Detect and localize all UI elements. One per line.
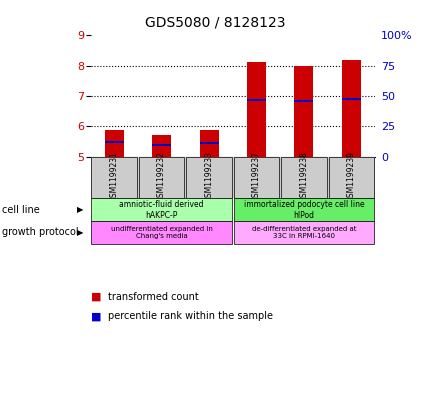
Text: ■: ■ — [90, 311, 101, 321]
Text: ▶: ▶ — [76, 205, 83, 214]
Bar — [186, 156, 231, 198]
Text: immortalized podocyte cell line
hIPod: immortalized podocyte cell line hIPod — [243, 200, 363, 220]
Bar — [233, 221, 373, 244]
Bar — [233, 156, 279, 198]
Text: GSM1199233: GSM1199233 — [204, 151, 213, 202]
Text: GSM1199237: GSM1199237 — [252, 151, 260, 202]
Text: GSM1199232: GSM1199232 — [157, 151, 166, 202]
Bar — [280, 156, 326, 198]
Text: transformed count: transformed count — [108, 292, 198, 302]
Bar — [91, 221, 231, 244]
Bar — [328, 156, 373, 198]
Bar — [91, 198, 231, 221]
Text: percentile rank within the sample: percentile rank within the sample — [108, 311, 272, 321]
Text: growth protocol: growth protocol — [2, 227, 79, 237]
Bar — [199, 142, 218, 144]
Text: GSM1199239: GSM1199239 — [346, 151, 355, 202]
Text: de-differentiated expanded at
33C in RPMI-1640: de-differentiated expanded at 33C in RPM… — [251, 226, 355, 239]
Text: ■: ■ — [90, 292, 101, 302]
Bar — [199, 130, 218, 156]
Bar — [294, 66, 313, 156]
Bar — [246, 62, 265, 156]
Bar — [341, 60, 360, 156]
Bar — [152, 144, 171, 146]
Text: ▶: ▶ — [76, 228, 83, 237]
Bar — [246, 99, 265, 101]
Bar — [104, 141, 123, 143]
Text: GSM1199231: GSM1199231 — [110, 151, 118, 202]
Bar — [91, 156, 137, 198]
Text: GDS5080 / 8128123: GDS5080 / 8128123 — [145, 16, 285, 30]
Text: cell line: cell line — [2, 205, 40, 215]
Bar — [152, 135, 171, 156]
Text: amniotic-fluid derived
hAKPC-P: amniotic-fluid derived hAKPC-P — [119, 200, 203, 220]
Text: undifferentiated expanded in
Chang's media: undifferentiated expanded in Chang's med… — [111, 226, 212, 239]
Text: GSM1199238: GSM1199238 — [299, 151, 307, 202]
Bar — [138, 156, 184, 198]
Bar — [104, 130, 123, 156]
Bar — [233, 198, 373, 221]
Bar — [294, 100, 313, 103]
Bar — [341, 98, 360, 100]
